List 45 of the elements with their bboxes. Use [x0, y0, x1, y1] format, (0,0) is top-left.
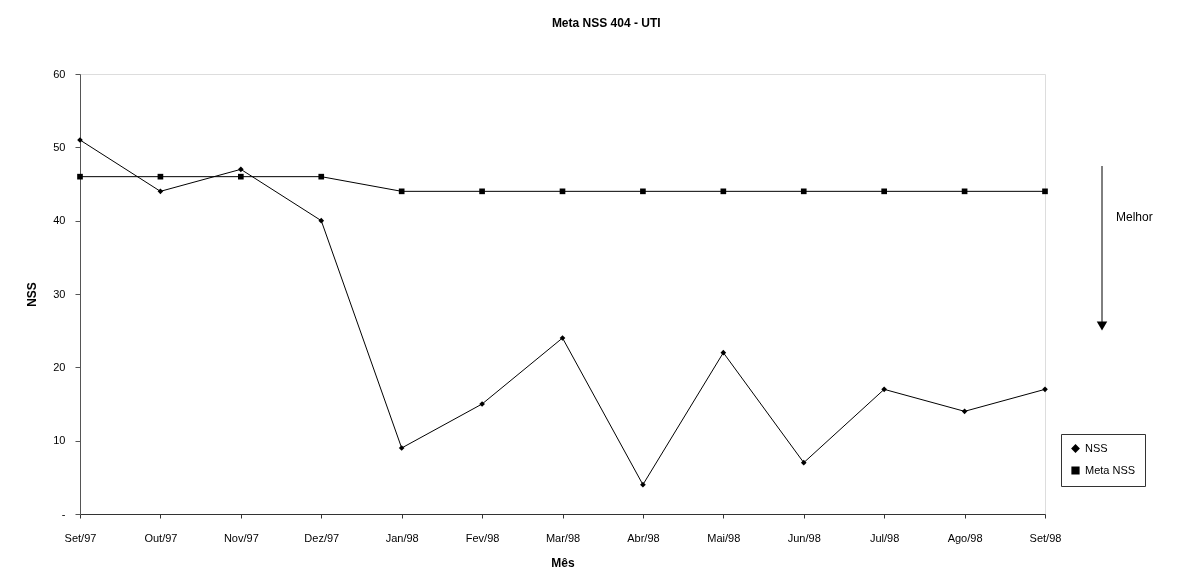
x-tick-label: Nov/97 [223, 531, 259, 544]
point [157, 188, 164, 195]
x-tick-label: Jul/98 [869, 531, 900, 544]
point [479, 188, 485, 195]
point [238, 166, 244, 173]
x-tick-label: Mar/98 [545, 531, 581, 544]
point [720, 349, 727, 356]
y-tick-label: - [61, 507, 66, 520]
point [318, 173, 325, 180]
point [640, 188, 646, 195]
x-tick-label: Mai/98 [707, 531, 741, 544]
point [881, 386, 887, 393]
x-tick-label: Jun/98 [787, 531, 821, 544]
y-axis-title: NSS [25, 282, 40, 307]
x-tick-label: Ago/98 [947, 531, 983, 544]
x-tick-label: Abr/98 [627, 531, 660, 544]
y-tick-label: 30 [53, 287, 66, 300]
point [800, 188, 807, 195]
text: Melhor [1116, 210, 1153, 224]
x-tick-label: Jan/98 [385, 531, 419, 544]
point [398, 445, 405, 451]
legend-label: Meta NSS [1085, 463, 1136, 476]
y-tick-label: 10 [53, 434, 66, 447]
x-tick-label: Set/98 [1029, 531, 1062, 544]
point [961, 408, 968, 415]
point [800, 459, 807, 466]
y-tick-label: 50 [53, 140, 66, 153]
point [1042, 386, 1048, 393]
y-tick-label: 60 [53, 67, 66, 80]
x-tick-label: Fev/98 [465, 531, 500, 544]
point [1042, 188, 1048, 195]
point [881, 188, 887, 195]
chart-title: Meta NSS 404 - UTI [551, 16, 661, 30]
point [318, 217, 325, 224]
legend-label: NSS [1085, 441, 1108, 454]
y-tick-label: 40 [53, 214, 66, 227]
point [77, 173, 83, 180]
x-axis-title: Mês [551, 555, 575, 570]
point [640, 481, 646, 488]
x-tick-label: Dez/97 [304, 531, 340, 544]
x-tick-label: Out/97 [144, 531, 178, 544]
point [559, 335, 566, 341]
y-tick-label: 20 [53, 360, 66, 373]
x-tick-label: Set/97 [64, 531, 97, 544]
point [238, 173, 244, 180]
